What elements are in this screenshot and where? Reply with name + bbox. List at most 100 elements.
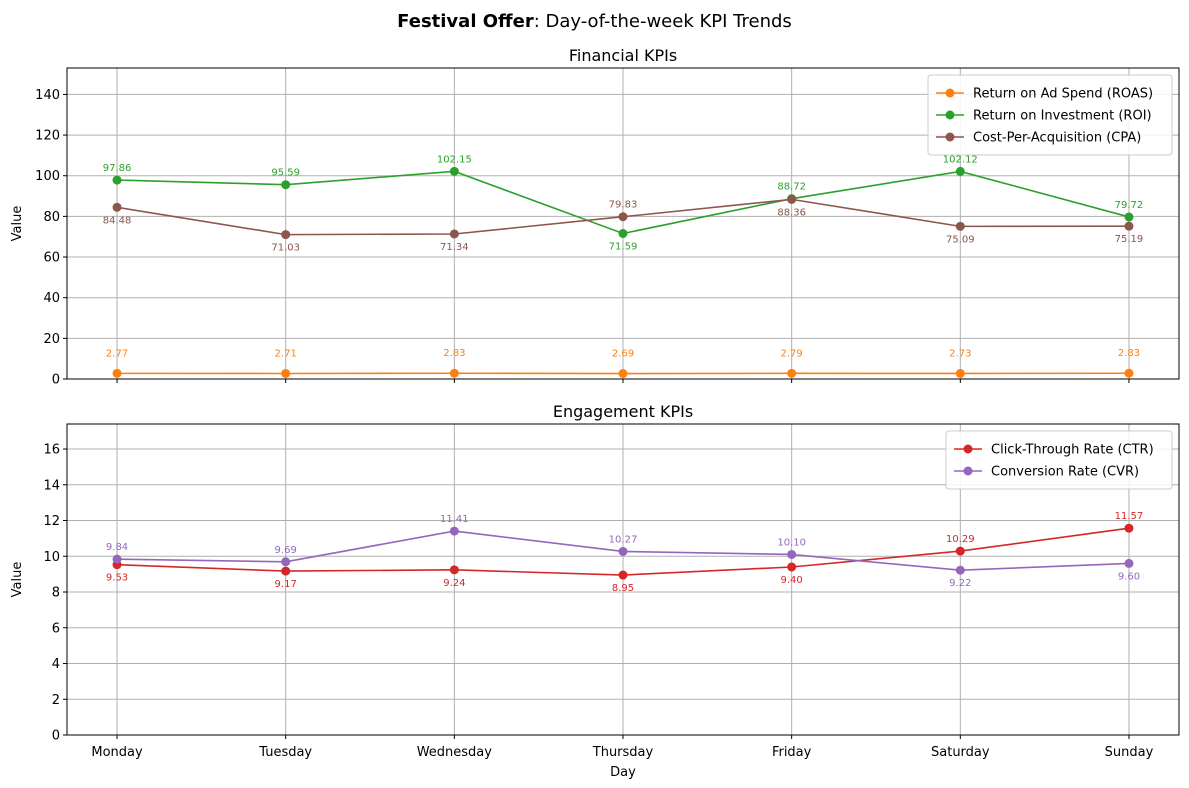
data-point bbox=[618, 570, 628, 580]
y-tick-label: 0 bbox=[52, 373, 60, 388]
y-tick-label: 6 bbox=[52, 621, 60, 636]
y-tick-label: 60 bbox=[43, 251, 60, 266]
data-point bbox=[281, 230, 291, 240]
y-tick-label: 2 bbox=[52, 693, 60, 708]
data-label: 8.95 bbox=[612, 583, 634, 594]
x-axis-label: Day bbox=[610, 765, 636, 780]
data-point bbox=[449, 565, 459, 575]
plot-frame bbox=[66, 423, 1180, 736]
data-label: 11.41 bbox=[440, 514, 469, 525]
data-label: 2.71 bbox=[275, 348, 297, 359]
data-label: 9.53 bbox=[106, 573, 128, 584]
legend-swatch-marker bbox=[963, 444, 973, 454]
legend-swatch-marker bbox=[945, 132, 955, 142]
data-point bbox=[1124, 221, 1134, 231]
data-label: 71.03 bbox=[271, 243, 300, 254]
x-tick-label-sunday: Sunday bbox=[1105, 745, 1154, 760]
data-label: 88.36 bbox=[777, 207, 806, 218]
legend-label-cost-per-acquisition-cpa: Cost-Per-Acquisition (CPA) bbox=[973, 131, 1141, 146]
x-tick-label-thursday: Thursday bbox=[592, 745, 654, 760]
y-tick-label: 100 bbox=[35, 169, 60, 184]
panel-title: Financial KPIs bbox=[569, 46, 677, 65]
data-point bbox=[449, 368, 459, 378]
data-label: 11.57 bbox=[1115, 511, 1144, 522]
y-tick-label: 12 bbox=[43, 514, 60, 529]
legend-label-conversion-rate-cvr: Conversion Rate (CVR) bbox=[991, 465, 1139, 480]
data-label: 9.60 bbox=[1118, 571, 1140, 582]
data-label: 10.29 bbox=[946, 534, 975, 545]
data-label: 75.09 bbox=[946, 234, 975, 245]
data-point bbox=[281, 566, 291, 576]
legend-swatch-marker bbox=[945, 88, 955, 98]
data-label: 75.19 bbox=[1115, 234, 1144, 245]
plot-frame bbox=[66, 67, 1180, 380]
data-label: 9.84 bbox=[106, 542, 128, 553]
data-label: 95.59 bbox=[271, 168, 300, 179]
y-tick-label: 140 bbox=[35, 88, 60, 103]
legend-label-return-on-ad-spend-roas: Return on Ad Spend (ROAS) bbox=[973, 87, 1153, 102]
data-point bbox=[1124, 368, 1134, 378]
data-label: 71.59 bbox=[609, 241, 638, 252]
y-tick-label: 8 bbox=[52, 586, 60, 601]
y-tick-label: 20 bbox=[43, 332, 60, 347]
y-tick-label: 16 bbox=[43, 443, 60, 458]
data-point bbox=[787, 549, 797, 559]
y-tick-label: 40 bbox=[43, 291, 60, 306]
legend-box bbox=[927, 74, 1173, 156]
y-tick-label: 80 bbox=[43, 210, 60, 225]
legend: Return on Ad Spend (ROAS) Return on Inves… bbox=[927, 74, 1173, 156]
data-point bbox=[281, 368, 291, 378]
data-point bbox=[955, 546, 965, 556]
data-label: 9.69 bbox=[275, 545, 297, 556]
data-point bbox=[449, 229, 459, 239]
y-axis-label: Value bbox=[10, 562, 25, 598]
x-tick-label-wednesday: Wednesday bbox=[417, 745, 493, 760]
financial-kpis-panel: Financial KPIs 0 20 40 60 80 100 120 140 Value 2.7… bbox=[10, 46, 1180, 388]
y-tick-label: 10 bbox=[43, 550, 60, 565]
legend: Click-Through Rate (CTR) Conversion Rate … bbox=[945, 430, 1173, 490]
legend-label-return-on-investment-roi: Return on Investment (ROI) bbox=[973, 109, 1152, 124]
data-point bbox=[787, 562, 797, 572]
series-return-on-investment-roi: 97.86 95.59 102.15 71.59 88.72 102.12 79.72 bbox=[103, 154, 1144, 252]
data-label: 79.83 bbox=[609, 200, 638, 211]
data-point bbox=[955, 565, 965, 575]
data-label: 2.83 bbox=[1118, 348, 1140, 359]
data-point bbox=[281, 557, 291, 567]
data-label: 2.69 bbox=[612, 349, 634, 360]
x-tick-label-saturday: Saturday bbox=[931, 745, 990, 760]
series-conversion-rate-cvr: 9.84 9.69 11.41 10.27 10.10 9.22 9.60 bbox=[106, 514, 1140, 589]
y-axis-label: Value bbox=[10, 206, 25, 242]
series-return-on-ad-spend-roas: 2.77 2.71 2.83 2.69 2.79 2.73 2.83 bbox=[106, 348, 1140, 379]
data-point bbox=[618, 228, 628, 238]
legend-swatch-marker bbox=[945, 110, 955, 120]
figure-title-rest: : Day-of-the-week KPI Trends bbox=[534, 11, 792, 32]
data-label: 97.86 bbox=[103, 163, 132, 174]
data-point bbox=[112, 202, 122, 212]
data-point bbox=[112, 175, 122, 185]
data-point bbox=[955, 368, 965, 378]
data-label: 10.27 bbox=[609, 534, 638, 545]
data-label: 9.40 bbox=[781, 575, 803, 586]
data-point bbox=[112, 368, 122, 378]
data-point bbox=[449, 166, 459, 176]
data-label: 2.77 bbox=[106, 348, 128, 359]
data-point bbox=[1124, 523, 1134, 533]
data-point bbox=[618, 369, 628, 379]
data-label: 79.72 bbox=[1115, 200, 1144, 211]
data-point bbox=[281, 180, 291, 190]
legend-box bbox=[945, 430, 1173, 490]
data-label: 2.79 bbox=[781, 348, 803, 359]
data-label: 71.34 bbox=[440, 242, 469, 253]
data-label: 9.17 bbox=[275, 579, 297, 590]
legend-swatch-marker bbox=[963, 466, 973, 476]
data-point bbox=[955, 166, 965, 176]
data-label: 102.15 bbox=[437, 154, 472, 165]
data-point bbox=[618, 546, 628, 556]
series-cost-per-acquisition-cpa: 84.48 71.03 71.34 79.83 88.36 75.09 75.19 bbox=[103, 194, 1144, 254]
data-point bbox=[1124, 558, 1134, 568]
data-label: 88.72 bbox=[777, 182, 806, 193]
data-label: 10.10 bbox=[777, 537, 806, 548]
x-tick-label-friday: Friday bbox=[772, 745, 812, 760]
